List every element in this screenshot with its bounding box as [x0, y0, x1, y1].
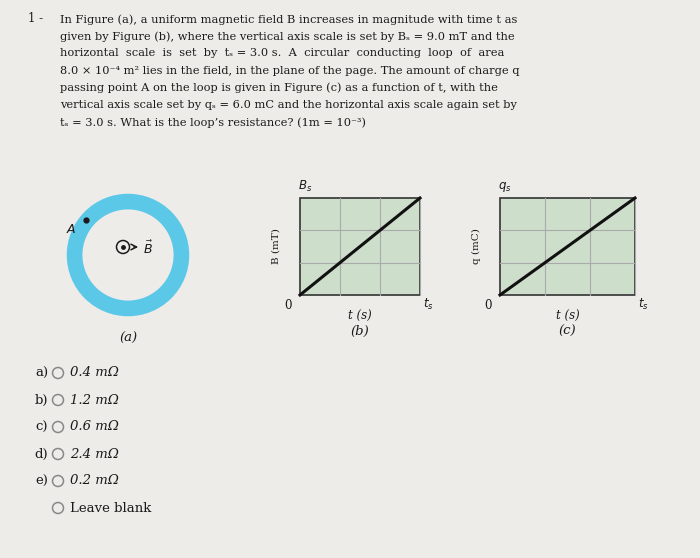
Text: 0.2 mΩ: 0.2 mΩ: [70, 474, 119, 488]
Text: e): e): [35, 474, 48, 488]
Text: 2.4 mΩ: 2.4 mΩ: [70, 448, 119, 460]
Text: c): c): [36, 421, 48, 434]
Text: 0: 0: [484, 299, 492, 312]
Text: a): a): [35, 367, 48, 379]
Text: $t_s$: $t_s$: [423, 297, 434, 312]
Text: 0: 0: [284, 299, 292, 312]
Text: t (s): t (s): [348, 310, 372, 323]
Text: $\vec{B}$: $\vec{B}$: [143, 239, 153, 257]
Text: B (mT): B (mT): [272, 229, 281, 264]
Text: (a): (a): [119, 332, 137, 345]
Text: 0.4 mΩ: 0.4 mΩ: [70, 367, 119, 379]
Text: (b): (b): [351, 325, 370, 338]
Text: given by Figure (b), where the vertical axis scale is set by Bₛ = 9.0 mT and the: given by Figure (b), where the vertical …: [60, 31, 514, 42]
Text: vertical axis scale set by qₛ = 6.0 mC and the horizontal axis scale again set b: vertical axis scale set by qₛ = 6.0 mC a…: [60, 100, 517, 110]
Text: passing point A on the loop is given in Figure (c) as a function of t, with the: passing point A on the loop is given in …: [60, 83, 498, 93]
Text: tₛ = 3.0 s. What is the loop’s resistance? (1m = 10⁻³): tₛ = 3.0 s. What is the loop’s resistanc…: [60, 117, 366, 128]
Text: horizontal  scale  is  set  by  tₛ = 3.0 s.  A  circular  conducting  loop  of  : horizontal scale is set by tₛ = 3.0 s. A…: [60, 49, 505, 59]
Text: 1 -: 1 -: [28, 12, 43, 25]
Text: d): d): [34, 448, 48, 460]
Text: $B_s$: $B_s$: [298, 179, 312, 194]
Text: 1.2 mΩ: 1.2 mΩ: [70, 393, 119, 406]
Text: $A$: $A$: [66, 223, 76, 235]
Text: $q_s$: $q_s$: [498, 180, 512, 194]
Text: t (s): t (s): [556, 310, 580, 323]
Bar: [300, 198, 420, 295]
Text: q (mC): q (mC): [471, 229, 481, 264]
Text: Leave blank: Leave blank: [70, 502, 151, 514]
Text: b): b): [34, 393, 48, 406]
Text: In Figure (a), a uniform magnetic field B increases in magnitude with time t as: In Figure (a), a uniform magnetic field …: [60, 14, 517, 25]
Bar: [500, 198, 635, 295]
Text: $t_s$: $t_s$: [638, 297, 649, 312]
Text: (c): (c): [559, 325, 576, 338]
Text: 8.0 × 10⁻⁴ m² lies in the field, in the plane of the page. The amount of charge : 8.0 × 10⁻⁴ m² lies in the field, in the …: [60, 66, 519, 75]
Text: 0.6 mΩ: 0.6 mΩ: [70, 421, 119, 434]
